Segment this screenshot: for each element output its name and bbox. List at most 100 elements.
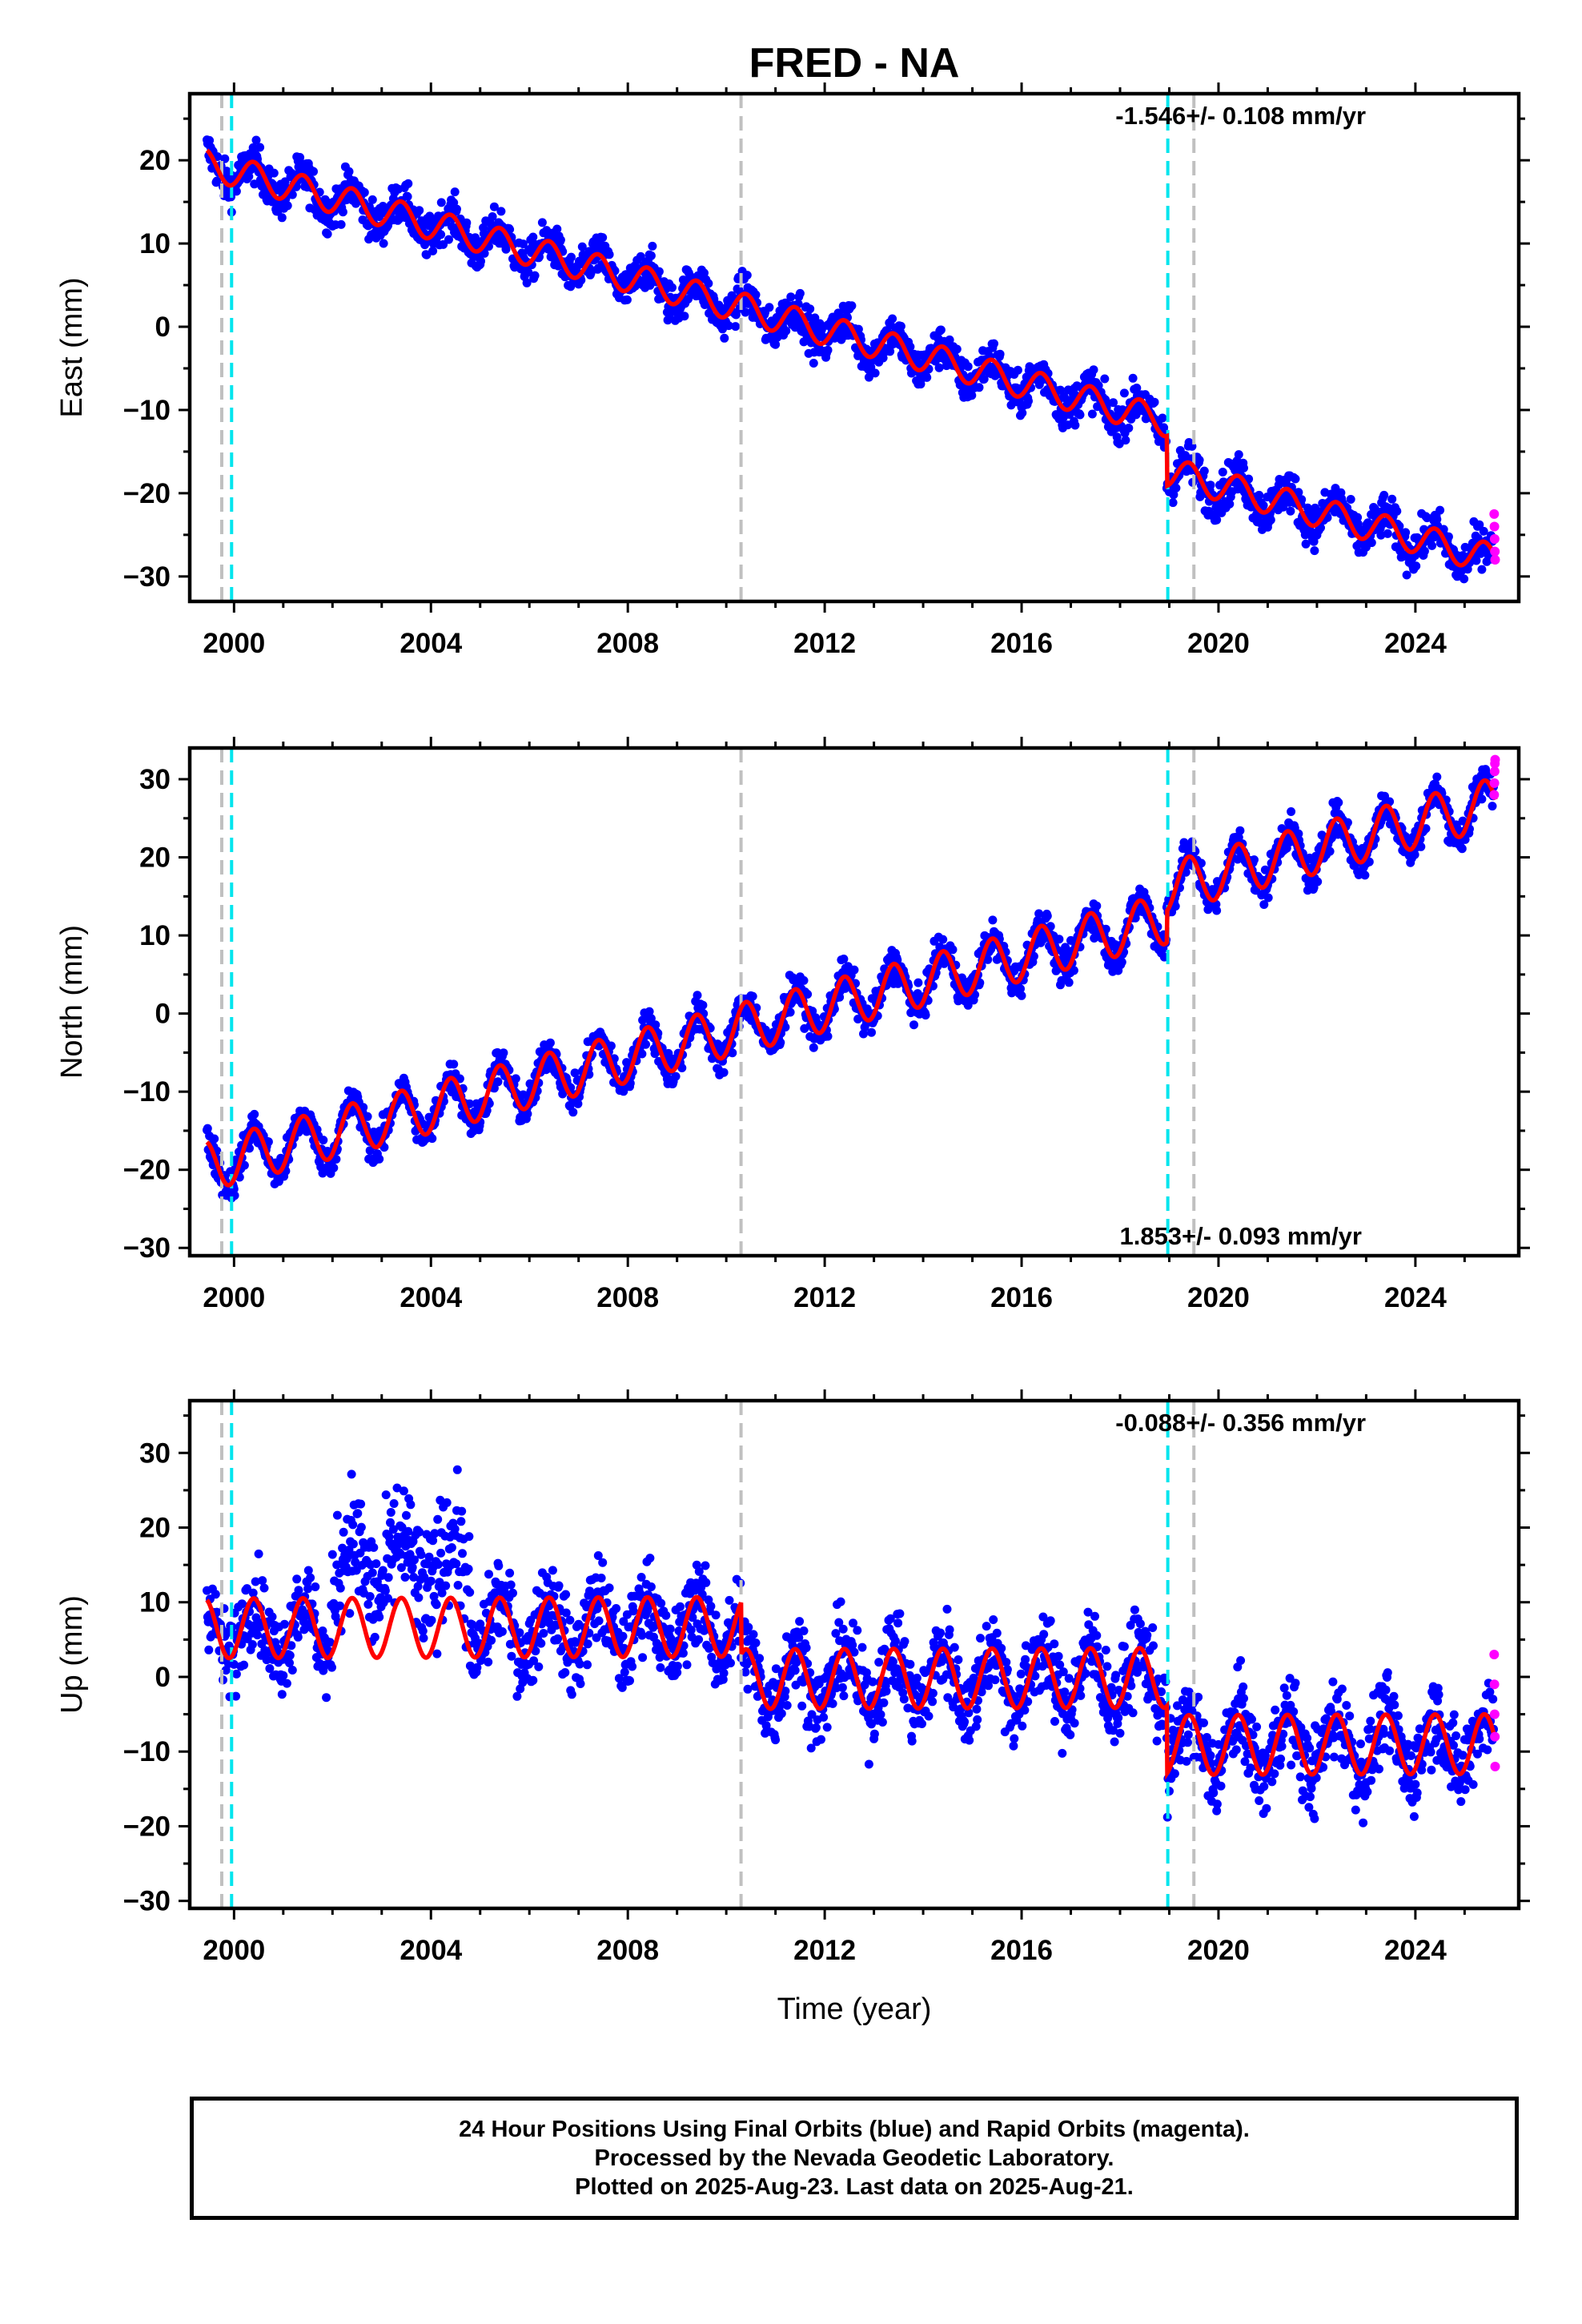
final-orbit-point: [698, 1000, 708, 1010]
final-orbit-point: [724, 321, 733, 331]
final-orbit-point: [1018, 408, 1027, 418]
final-orbit-point: [464, 1532, 474, 1542]
final-orbit-point: [489, 202, 499, 211]
final-orbit-point: [229, 1659, 239, 1669]
final-orbit-point: [1416, 842, 1426, 851]
final-orbit-point: [1013, 365, 1022, 375]
final-orbit-point: [375, 1612, 384, 1622]
final-orbit-point: [344, 167, 354, 176]
final-orbit-point: [254, 1549, 263, 1558]
y-tick-label: −10: [123, 395, 171, 426]
final-orbit-point: [909, 1020, 918, 1030]
x-tick-label: 2024: [1384, 1282, 1447, 1313]
final-orbit-point: [433, 1514, 443, 1524]
x-tick-label: 2008: [596, 1282, 659, 1313]
final-orbit-point: [1234, 833, 1243, 842]
final-orbit-point: [1419, 546, 1429, 556]
final-orbit-point: [1432, 772, 1442, 782]
final-orbit-point: [262, 1655, 271, 1665]
final-orbit-point: [287, 1641, 296, 1651]
final-orbit-point: [402, 1510, 411, 1520]
plot-frame: [187, 746, 1521, 1258]
final-orbit-point: [864, 372, 873, 382]
final-orbit-point: [327, 1550, 337, 1559]
final-orbit-point: [205, 135, 215, 145]
final-orbit-point: [1121, 436, 1130, 445]
final-orbit-point: [282, 1679, 291, 1688]
final-orbit-point: [406, 1500, 416, 1510]
final-orbit-point: [452, 204, 461, 214]
final-orbit-point: [335, 1601, 344, 1610]
x-tick-label: 2016: [990, 1282, 1053, 1313]
final-orbit-point: [267, 1612, 277, 1622]
rapid-orbit-point: [1489, 521, 1500, 532]
panel-up: 2000 2004 2008 2012 2016 2020 20243020100−10−2…: [55, 1389, 1530, 2026]
panel-north: 2000 2004 2008 2012 2016 2020 20243020100−10−2…: [55, 737, 1530, 1313]
final-orbit-point: [741, 308, 750, 317]
y-tick-label: −30: [123, 1232, 171, 1264]
final-orbit-point: [963, 362, 973, 372]
rapid-orbit-point: [1489, 509, 1500, 519]
final-orbit-point: [731, 322, 741, 332]
final-orbit-point: [1427, 541, 1437, 550]
final-orbit-point: [565, 1615, 575, 1625]
final-orbit-point: [1089, 365, 1098, 375]
final-orbit-point: [294, 1586, 303, 1595]
final-orbit-point: [251, 135, 261, 145]
final-orbit-point: [677, 1063, 687, 1072]
final-orbit-point: [1181, 867, 1191, 877]
y-axis-label: East (mm): [55, 277, 89, 417]
final-orbit-point: [1017, 991, 1026, 1000]
final-orbit-point: [785, 1007, 795, 1017]
final-orbit-point: [713, 1039, 722, 1049]
final-orbit-point: [370, 1632, 379, 1642]
final-orbit-point: [885, 347, 895, 356]
final-orbit-point: [568, 1108, 578, 1117]
final-orbit-point: [1376, 530, 1386, 540]
final-orbit-point: [1212, 515, 1222, 525]
final-orbit-point: [1069, 966, 1078, 975]
final-orbit-point: [1034, 909, 1044, 919]
x-tick-label: 2012: [793, 1282, 856, 1313]
final-orbit-point: [522, 278, 532, 287]
final-orbit-point: [505, 1568, 515, 1578]
final-orbit-point: [400, 1573, 410, 1582]
final-orbit-point: [488, 212, 497, 221]
x-tick-label: 2012: [793, 628, 856, 659]
final-orbit-point: [1488, 802, 1497, 811]
final-orbit-point: [693, 991, 702, 1000]
final-orbit-point: [444, 235, 453, 244]
final-orbit-point: [279, 1619, 289, 1629]
final-orbit-point: [231, 187, 241, 196]
final-orbit-point: [1150, 397, 1159, 407]
final-orbit-point: [1479, 526, 1488, 536]
final-orbit-point: [436, 1548, 446, 1558]
rapid-orbit-point: [1489, 778, 1500, 788]
final-orbit-point: [336, 219, 346, 229]
final-orbit-point: [211, 1590, 220, 1599]
final-orbit-point: [415, 1527, 424, 1537]
final-orbit-point: [524, 267, 533, 277]
final-orbit-point: [247, 1640, 257, 1649]
final-orbit-point: [1410, 850, 1419, 859]
final-orbit-point: [1259, 900, 1269, 909]
final-orbit-point: [1287, 807, 1296, 816]
final-orbit-point: [570, 1068, 580, 1078]
final-orbit-point: [1064, 978, 1074, 987]
final-orbit-point: [434, 1560, 443, 1569]
final-orbit-point: [277, 1690, 287, 1699]
final-orbit-point: [381, 1490, 391, 1500]
final-orbit-point: [292, 1574, 302, 1584]
final-orbit-point: [1109, 398, 1118, 408]
x-tick-label: 2000: [203, 1282, 265, 1313]
final-orbit-point: [428, 1134, 437, 1144]
final-orbit-point: [853, 324, 863, 334]
final-orbit-point: [622, 1058, 632, 1068]
final-orbit-point: [1092, 901, 1102, 911]
final-orbit-point: [1423, 513, 1431, 523]
final-orbit-point: [967, 391, 977, 400]
final-orbit-point: [1443, 532, 1453, 541]
x-tick-label: 2024: [1384, 628, 1447, 659]
final-orbit-point: [248, 1588, 258, 1598]
final-orbit-point: [447, 1543, 456, 1552]
